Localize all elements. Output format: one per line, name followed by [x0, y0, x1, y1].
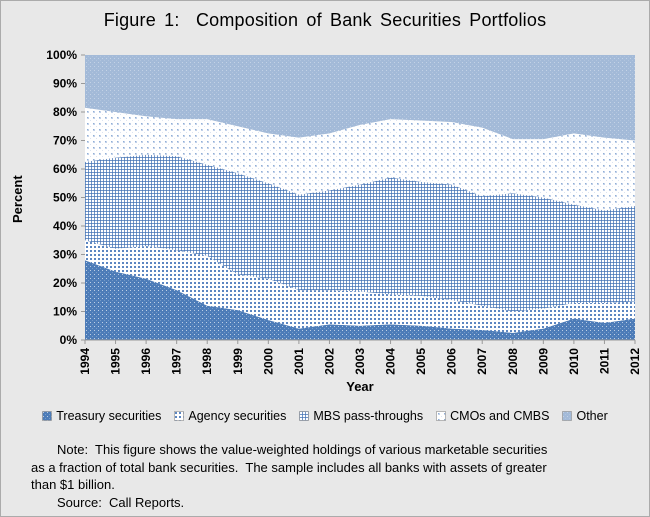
note-line: Source: Call Reports.	[57, 494, 185, 510]
x-tick-label: 1994	[78, 348, 92, 375]
legend: Treasury securities Agency securities MB…	[1, 409, 649, 423]
x-tick-label: 2009	[536, 348, 550, 375]
chart-title: Figure 1: Composition of Bank Securities…	[103, 10, 547, 30]
x-axis-title: Year	[346, 379, 374, 394]
y-tick-label: 60%	[53, 162, 77, 176]
x-tick-label: 2001	[292, 348, 306, 375]
x-tick-label: 2006	[445, 348, 459, 375]
x-tick-label: 2004	[384, 348, 398, 375]
y-tick-label: 10%	[53, 305, 77, 319]
y-axis-title: Percent	[10, 175, 25, 223]
y-tick-label: 100%	[46, 48, 77, 62]
area-mbs-pass-throughs	[85, 154, 635, 312]
note-line: as a fraction of total bank securities. …	[31, 459, 547, 475]
figure-note: Note: This figure shows the value-weight…	[31, 441, 633, 511]
x-tick-label: 2012	[628, 348, 642, 375]
note-line: than $1 billion.	[31, 477, 115, 492]
legend-item-treasury-securities: Treasury securities	[42, 409, 161, 423]
x-tick-label: 1999	[231, 348, 245, 375]
legend-swatch-treasury	[42, 411, 53, 421]
legend-item-cmos-and-cmbs: CMOs and CMBS	[436, 409, 549, 423]
legend-label: Other	[576, 409, 608, 423]
legend-label: Treasury securities	[56, 409, 162, 423]
x-tick-label: 1997	[170, 348, 184, 375]
area-other	[85, 55, 635, 141]
y-tick-label: 50%	[53, 191, 77, 205]
x-tick-label: 2011	[597, 348, 611, 374]
stacked-area-chart: 0% 10% 20% 30% 40% 50% 60% 70% 80% 90% 100% 1994 199…	[46, 48, 642, 375]
x-tick-label: 2003	[353, 348, 367, 375]
x-tick-label: 2002	[322, 348, 336, 375]
y-tick-label: 70%	[53, 134, 77, 148]
x-tick-label: 2005	[414, 348, 428, 375]
legend-swatch-cmos	[436, 411, 446, 421]
area-treasury-securities	[85, 260, 635, 340]
y-tick-label: 80%	[53, 105, 77, 119]
note-line: Note: This figure shows the value-weight…	[57, 442, 548, 457]
x-tick-label: 2000	[261, 348, 275, 375]
y-tick-label: 0%	[60, 333, 78, 347]
y-tick-label: 40%	[53, 219, 77, 233]
x-tick-label: 2010	[567, 348, 581, 375]
legend-swatch-mbs	[299, 411, 310, 421]
y-tick-label: 30%	[53, 248, 77, 262]
x-tick-label: 1998	[200, 348, 214, 375]
legend-swatch-agency	[174, 411, 185, 421]
legend-item-other: Other	[562, 409, 608, 423]
legend-item-mbs-pass-throughs: MBS pass-throughs	[299, 409, 423, 423]
x-tick-label: 2007	[475, 348, 489, 375]
x-tick-label: 1995	[109, 348, 123, 375]
x-tick-label: 2008	[506, 348, 520, 375]
legend-swatch-other	[562, 411, 573, 421]
legend-label: Agency securities	[188, 409, 287, 423]
x-tick-label: 1996	[139, 348, 153, 375]
y-tick-label: 20%	[53, 276, 77, 290]
legend-item-agency-securities: Agency securities	[174, 409, 286, 423]
y-tick-label: 90%	[53, 77, 77, 91]
legend-label: MBS pass-throughs	[313, 409, 424, 423]
area-agency-securities	[85, 240, 635, 333]
legend-label: CMOs and CMBS	[450, 409, 550, 423]
